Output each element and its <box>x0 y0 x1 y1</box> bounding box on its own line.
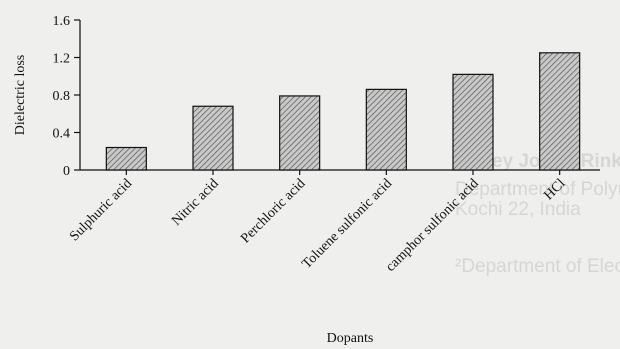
x-axis-title: Dopants <box>327 331 374 346</box>
category-label: Perchloric acid <box>238 176 308 246</box>
bars <box>105 52 581 171</box>
bar <box>452 73 494 171</box>
bar <box>279 95 321 171</box>
bar <box>539 52 581 171</box>
y-tick-label: 1.2 <box>53 52 71 67</box>
background-department-line: Department of Polymer Science and Rubber… <box>455 179 620 200</box>
background-city-line: Kochi 22, India <box>455 199 581 220</box>
category-label: Nitric acid <box>169 176 222 229</box>
y-ticks: 0 0.4 0.8 1.2 1.6 <box>53 14 80 179</box>
y-tick-label: 0.4 <box>53 127 71 142</box>
bar <box>365 88 407 171</box>
category-label: Sulphuric acid <box>67 176 135 244</box>
background-text: Honey John,¹ Rinku M. Thomas,¹ Joe Jacob… <box>455 151 620 277</box>
background-affiliation-line: ²Department of Electronics, Cochin Unive… <box>455 256 620 277</box>
y-axis-title: Dielectric loss <box>13 55 28 135</box>
y-tick-label: 0.8 <box>53 89 71 104</box>
bar <box>105 146 147 171</box>
bar <box>192 105 234 171</box>
y-tick-label: 0 <box>63 164 70 179</box>
y-tick-label: 1.6 <box>53 14 71 29</box>
axes <box>79 20 600 171</box>
category-label: Toluene sulfonic acid <box>299 176 395 272</box>
